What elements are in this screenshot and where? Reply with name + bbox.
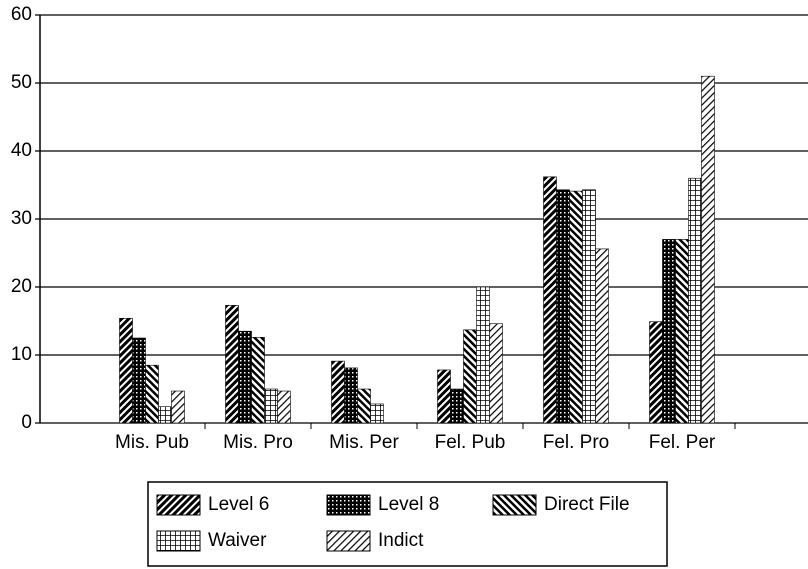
legend-swatch <box>326 494 371 516</box>
y-tick-label: 0 <box>21 412 32 433</box>
bar <box>145 364 159 424</box>
bar <box>450 388 464 424</box>
legend-label: Level 6 <box>208 494 269 515</box>
legend-box <box>147 481 668 567</box>
bar <box>158 406 172 424</box>
bar <box>688 177 702 424</box>
x-tick-label: Fel. Pro <box>543 432 610 453</box>
y-tick-label: 60 <box>11 4 32 25</box>
legend-label: Level 8 <box>378 494 439 515</box>
bar <box>264 388 278 424</box>
bar <box>225 305 239 424</box>
bar <box>582 189 596 424</box>
bar <box>463 329 477 424</box>
x-tick-label: Mis. Pro <box>223 432 293 453</box>
legend-swatch <box>156 494 201 516</box>
bar <box>556 189 570 424</box>
bar <box>331 360 345 424</box>
bar <box>675 239 689 424</box>
bar <box>437 369 451 424</box>
bar <box>171 390 185 424</box>
legend-label: Direct File <box>544 494 630 515</box>
y-tick-label: 10 <box>11 344 32 365</box>
legend-label: Indict <box>378 530 424 551</box>
y-tick-label: 20 <box>11 276 32 297</box>
y-tick-label: 30 <box>11 208 32 229</box>
bar <box>649 321 663 424</box>
legend-swatch <box>156 530 201 552</box>
bar <box>277 390 291 424</box>
y-tick-label: 40 <box>11 140 32 161</box>
bar <box>251 337 265 424</box>
bar <box>238 330 252 424</box>
y-tick-label: 50 <box>11 72 32 93</box>
bar <box>119 317 133 424</box>
bar <box>357 388 371 424</box>
bar <box>489 323 503 424</box>
legend-swatch <box>326 530 371 552</box>
bar <box>595 248 609 424</box>
bar <box>569 190 583 424</box>
bar <box>476 286 490 424</box>
bar <box>662 239 676 424</box>
x-tick-label: Mis. Per <box>329 432 399 453</box>
x-tick-label: Fel. Pub <box>435 432 506 453</box>
bar <box>543 176 557 424</box>
x-tick-label: Fel. Per <box>649 432 716 453</box>
bar <box>701 75 715 424</box>
legend-label: Waiver <box>208 530 267 551</box>
bar <box>132 337 146 424</box>
bar <box>344 367 358 424</box>
bar <box>370 403 384 424</box>
x-tick-label: Mis. Pub <box>115 432 189 453</box>
legend-swatch <box>492 494 537 516</box>
